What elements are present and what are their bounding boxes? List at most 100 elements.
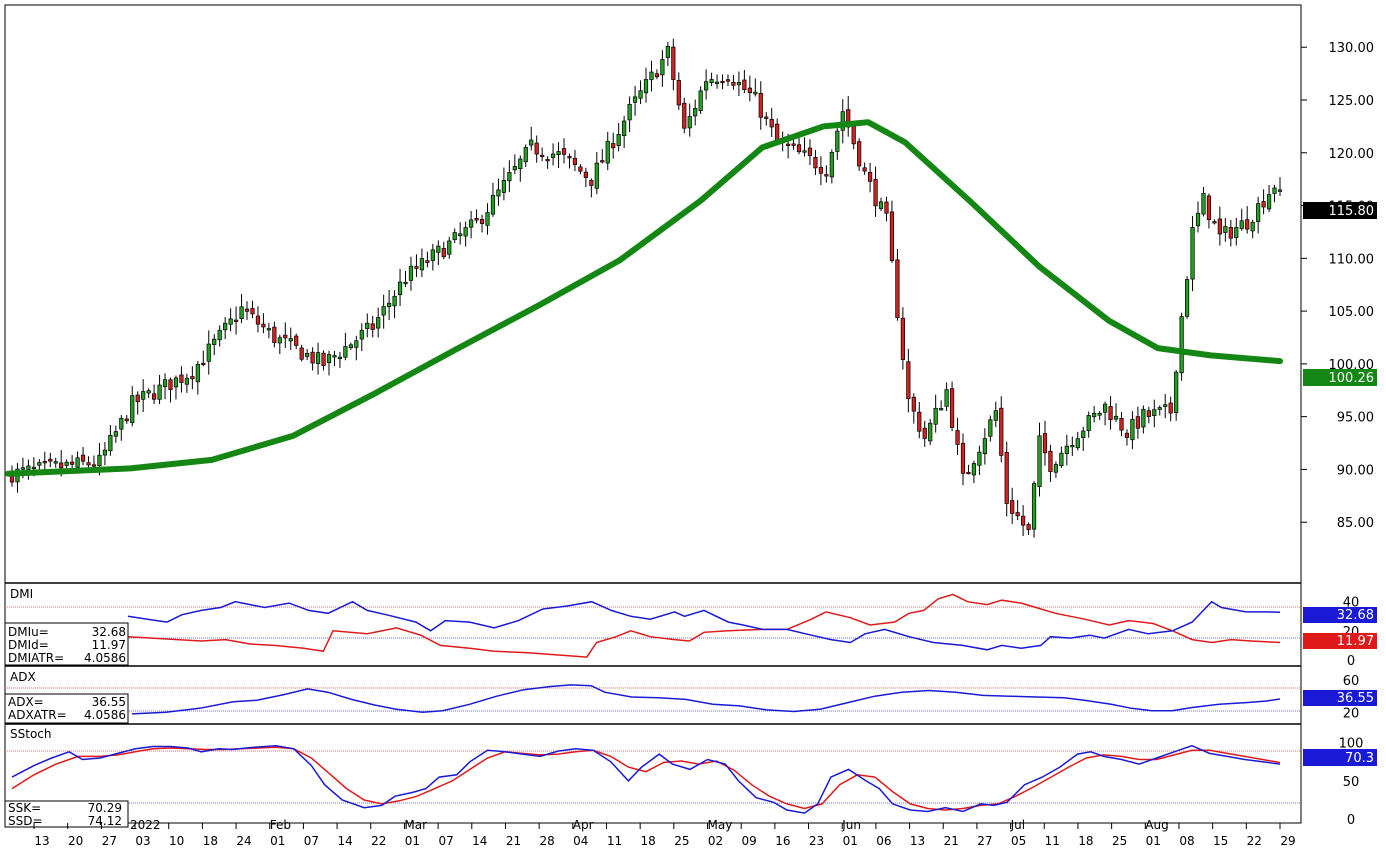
candle bbox=[485, 203, 490, 235]
candle bbox=[146, 388, 151, 398]
candle bbox=[80, 447, 86, 466]
candle bbox=[315, 342, 321, 375]
candle bbox=[425, 251, 430, 268]
candle bbox=[572, 149, 578, 172]
candle bbox=[731, 75, 736, 90]
candle bbox=[1031, 481, 1037, 538]
candle bbox=[594, 152, 599, 195]
candle bbox=[523, 144, 528, 167]
candle bbox=[1015, 500, 1020, 521]
candle bbox=[561, 138, 567, 164]
candle bbox=[857, 138, 862, 171]
y-tick-label: 90.00 bbox=[1337, 463, 1374, 478]
candle bbox=[1168, 396, 1173, 422]
candle bbox=[720, 74, 725, 90]
candle bbox=[611, 132, 616, 159]
x-tick-label: 07 bbox=[438, 834, 453, 848]
candle bbox=[736, 71, 742, 97]
month-label: Mar bbox=[404, 818, 427, 832]
candle bbox=[130, 386, 135, 427]
x-tick-label: 14 bbox=[337, 834, 352, 848]
candle bbox=[1250, 219, 1255, 239]
indicator-value: 70.29 bbox=[88, 801, 122, 815]
candle bbox=[1124, 429, 1130, 446]
candle bbox=[682, 97, 687, 134]
candle bbox=[1130, 411, 1135, 450]
candle bbox=[206, 330, 211, 375]
candle bbox=[747, 75, 752, 102]
x-tick-label: 21 bbox=[506, 834, 521, 848]
x-tick-label: 29 bbox=[1280, 834, 1295, 848]
indicator-value: 32.68 bbox=[92, 625, 126, 639]
candle bbox=[1097, 411, 1102, 420]
candle bbox=[441, 241, 446, 260]
candle bbox=[1113, 403, 1119, 422]
candle bbox=[829, 149, 834, 184]
candle bbox=[447, 236, 452, 259]
candle bbox=[1163, 394, 1168, 419]
y-tick-label: 0 bbox=[1347, 654, 1355, 669]
candle bbox=[343, 332, 348, 361]
candle bbox=[354, 335, 359, 361]
candle bbox=[545, 156, 550, 169]
candle bbox=[168, 377, 173, 403]
candle bbox=[179, 366, 184, 393]
candle bbox=[474, 209, 479, 224]
x-tick-label: 27 bbox=[102, 834, 117, 848]
candle bbox=[622, 115, 627, 149]
candle bbox=[102, 442, 108, 466]
candle bbox=[1026, 522, 1031, 536]
candle bbox=[266, 322, 271, 339]
candle bbox=[1092, 406, 1097, 423]
candle bbox=[638, 80, 643, 105]
sstoch-panel: SStoch SSK= 70.29 SSD= 74.12 100 50 0 70.3 bbox=[4, 727, 1377, 828]
candle bbox=[1141, 405, 1146, 434]
candle bbox=[873, 166, 878, 217]
candle bbox=[42, 451, 47, 471]
candle bbox=[1239, 208, 1244, 231]
x-tick-label: 18 bbox=[1078, 834, 1093, 848]
candle bbox=[1212, 219, 1217, 225]
indicator-value: 4.0586 bbox=[84, 651, 126, 665]
stoch-value-tag: 70.3 bbox=[1303, 749, 1377, 766]
month-label: May bbox=[708, 818, 733, 832]
y-tick-label: 130.00 bbox=[1329, 41, 1375, 56]
stoch-values-box bbox=[4, 800, 129, 828]
y-tick-label: 0 bbox=[1347, 813, 1355, 828]
candle bbox=[1217, 206, 1222, 246]
adx-value-tag: 36.55 bbox=[1303, 690, 1377, 706]
y-tick-label: 125.00 bbox=[1329, 94, 1375, 109]
candle bbox=[244, 301, 250, 320]
candle bbox=[387, 289, 392, 321]
candle bbox=[452, 228, 457, 244]
candle bbox=[469, 211, 474, 239]
candle bbox=[261, 313, 266, 334]
candle bbox=[419, 248, 425, 278]
dmi-plus-value: 32.68 bbox=[1337, 608, 1374, 623]
candle bbox=[195, 360, 200, 395]
candle bbox=[414, 254, 419, 278]
candle bbox=[348, 342, 353, 350]
y-tick-label: 20 bbox=[1343, 706, 1360, 721]
candle bbox=[1195, 201, 1201, 233]
candle bbox=[119, 414, 124, 441]
candle bbox=[250, 300, 255, 319]
x-tick-label: 01 bbox=[405, 834, 420, 848]
candle bbox=[988, 415, 993, 442]
candle bbox=[507, 160, 512, 193]
x-tick-label: 15 bbox=[1213, 834, 1228, 848]
candle bbox=[403, 270, 408, 288]
candle bbox=[490, 182, 496, 217]
x-tick-label: 06 bbox=[876, 834, 891, 848]
candle bbox=[1174, 369, 1179, 421]
candle bbox=[627, 96, 632, 133]
y-tick-label: 110.00 bbox=[1329, 252, 1375, 267]
dmi-panel: DMI DMIu= 32.68 DMId= 11.97 DMIATR= 4.0586 40… bbox=[4, 587, 1377, 669]
candle bbox=[1184, 276, 1190, 319]
candle bbox=[955, 417, 960, 455]
candle bbox=[758, 81, 763, 130]
candle bbox=[1201, 186, 1206, 217]
candle bbox=[1223, 218, 1228, 242]
candle bbox=[1075, 431, 1080, 451]
